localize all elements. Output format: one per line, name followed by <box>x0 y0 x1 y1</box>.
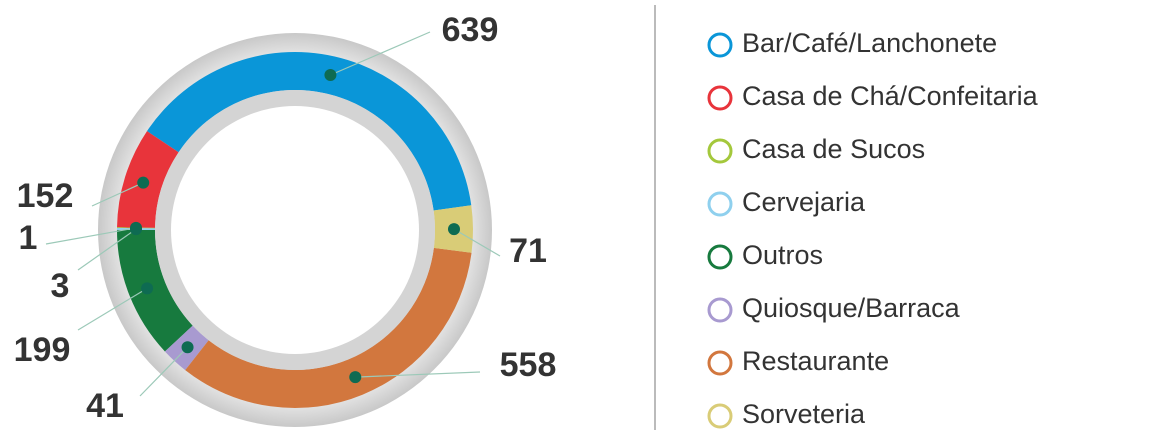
segment-dot <box>324 68 337 81</box>
legend-label: Casa de Sucos <box>742 134 925 164</box>
leader-line <box>330 31 431 76</box>
legend-marker <box>707 403 733 429</box>
legend-marker <box>707 138 733 164</box>
segment-dot <box>141 282 154 295</box>
segment-dot <box>447 223 460 236</box>
segment-dot <box>130 223 143 236</box>
legend-label: Cervejaria <box>742 187 866 217</box>
leader-line <box>45 227 137 245</box>
legend-label: Casa de Chá/Confeitaria <box>742 81 1039 111</box>
legend-label: Outros <box>742 240 823 270</box>
leader-line <box>77 228 137 271</box>
donut-segment <box>147 51 472 211</box>
legend-marker <box>707 85 733 111</box>
legend-marker <box>707 297 733 323</box>
value-label: 152 <box>17 177 74 215</box>
legend-marker <box>707 32 733 58</box>
leader-line <box>355 371 481 378</box>
value-label: 558 <box>500 346 557 384</box>
segment-dot <box>137 176 150 189</box>
inner-white <box>171 106 419 354</box>
segment-dot <box>181 341 194 354</box>
legend-label: Quiosque/Barraca <box>742 293 961 323</box>
value-label: 1 <box>19 219 38 257</box>
legend-marker <box>707 191 733 217</box>
donut-segment <box>117 229 193 352</box>
value-label: 3 <box>51 267 70 305</box>
segment-dot <box>349 371 362 384</box>
leader-line <box>91 182 144 207</box>
legend-label: Bar/Café/Lanchonete <box>742 28 997 58</box>
legend-marker <box>707 244 733 270</box>
value-label: 41 <box>86 387 124 425</box>
value-label: 199 <box>14 331 71 369</box>
legend-label: Restaurante <box>742 346 889 376</box>
legend-marker <box>707 350 733 376</box>
leader-line <box>453 228 501 257</box>
value-label: 71 <box>509 232 547 270</box>
leader-line <box>139 346 188 397</box>
donut-segment <box>185 247 472 408</box>
leader-line <box>77 287 148 331</box>
legend-label: Sorveteria <box>742 399 866 429</box>
value-label: 639 <box>442 11 499 49</box>
